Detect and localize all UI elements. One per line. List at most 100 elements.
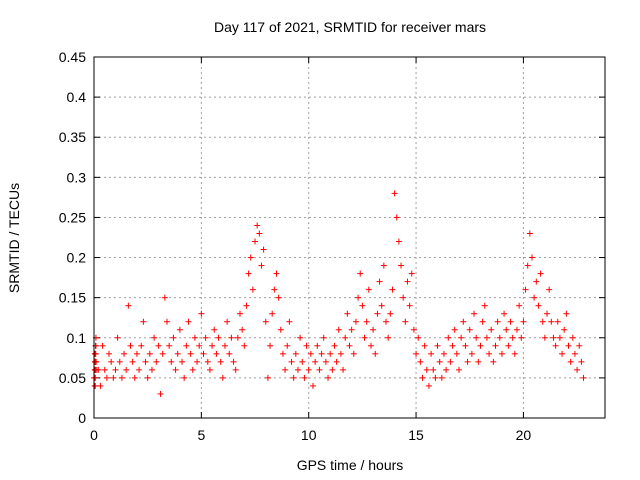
data-point xyxy=(157,390,164,397)
data-point xyxy=(440,350,447,357)
data-point xyxy=(181,374,188,381)
data-point xyxy=(552,342,559,349)
data-point xyxy=(546,286,553,293)
data-point xyxy=(127,342,134,349)
data-point xyxy=(492,342,499,349)
data-point xyxy=(103,374,110,381)
data-point xyxy=(494,318,501,325)
data-point xyxy=(408,270,415,277)
data-point xyxy=(548,318,555,325)
data-point xyxy=(97,382,104,389)
data-point xyxy=(116,358,123,365)
data-point xyxy=(383,318,389,325)
data-point xyxy=(372,350,379,357)
data-point xyxy=(172,366,179,373)
data-point xyxy=(108,358,115,365)
data-point xyxy=(451,326,458,333)
data-point xyxy=(434,342,441,349)
data-point xyxy=(498,350,505,357)
data-point xyxy=(342,334,349,341)
data-point xyxy=(376,278,383,285)
data-point xyxy=(430,366,437,373)
data-point xyxy=(550,334,557,341)
data-point xyxy=(121,350,128,357)
data-point xyxy=(518,334,525,341)
data-point xyxy=(541,334,548,341)
y-tick-label: 0.1 xyxy=(67,330,87,346)
x-axis-label: GPS time / hours xyxy=(297,457,404,473)
data-point xyxy=(292,350,299,357)
data-point xyxy=(544,310,551,317)
data-point xyxy=(505,342,512,349)
data-point xyxy=(436,358,443,365)
data-point xyxy=(526,230,533,237)
data-point xyxy=(166,342,173,349)
data-point xyxy=(529,254,535,261)
data-point xyxy=(279,350,286,357)
data-point xyxy=(271,286,278,293)
data-point xyxy=(475,358,482,365)
data-point xyxy=(477,342,484,349)
data-point xyxy=(509,334,516,341)
data-point xyxy=(138,342,145,349)
data-point xyxy=(92,382,99,389)
data-point xyxy=(516,302,523,309)
data-point xyxy=(316,366,323,373)
data-point xyxy=(299,358,306,365)
data-point xyxy=(211,326,218,333)
data-point xyxy=(314,342,321,349)
data-point xyxy=(183,342,190,349)
data-point xyxy=(136,366,143,373)
data-point xyxy=(106,350,113,357)
data-point xyxy=(153,358,160,365)
data-point xyxy=(92,374,99,381)
data-point xyxy=(445,334,452,341)
data-point xyxy=(337,350,344,357)
data-point xyxy=(159,350,166,357)
data-points-layer xyxy=(91,190,587,397)
data-point xyxy=(417,358,424,365)
data-point xyxy=(378,302,385,309)
data-point xyxy=(464,358,471,365)
data-point xyxy=(140,318,147,325)
data-point xyxy=(400,294,407,301)
data-point xyxy=(112,366,119,373)
data-point xyxy=(535,302,542,309)
data-point xyxy=(410,326,417,333)
data-point xyxy=(151,334,158,341)
data-point xyxy=(329,366,336,373)
data-point xyxy=(264,374,271,381)
data-point xyxy=(380,262,387,269)
data-point xyxy=(438,374,445,381)
data-point xyxy=(131,374,138,381)
y-tick-label: 0.35 xyxy=(59,129,86,145)
data-point xyxy=(428,350,435,357)
data-point xyxy=(333,358,340,365)
data-point xyxy=(312,358,319,365)
y-tick-label: 0 xyxy=(78,410,86,426)
data-point xyxy=(204,358,211,365)
data-point xyxy=(262,318,269,325)
data-point xyxy=(277,326,284,333)
data-point xyxy=(443,366,450,373)
data-point xyxy=(355,294,362,301)
data-point xyxy=(539,318,546,325)
data-point xyxy=(118,374,125,381)
y-tick-label: 0.05 xyxy=(59,370,86,386)
data-point xyxy=(513,326,520,333)
data-point xyxy=(423,366,430,373)
data-point xyxy=(576,342,583,349)
data-point xyxy=(580,374,587,381)
data-point xyxy=(209,342,216,349)
data-point xyxy=(488,326,495,333)
data-point xyxy=(256,230,263,237)
data-point xyxy=(305,366,312,373)
data-point xyxy=(189,366,196,373)
data-point xyxy=(559,350,566,357)
y-tick-label: 0.4 xyxy=(67,89,87,105)
data-point xyxy=(432,374,439,381)
data-point xyxy=(404,278,411,285)
data-point xyxy=(301,374,308,381)
data-point xyxy=(91,366,98,373)
